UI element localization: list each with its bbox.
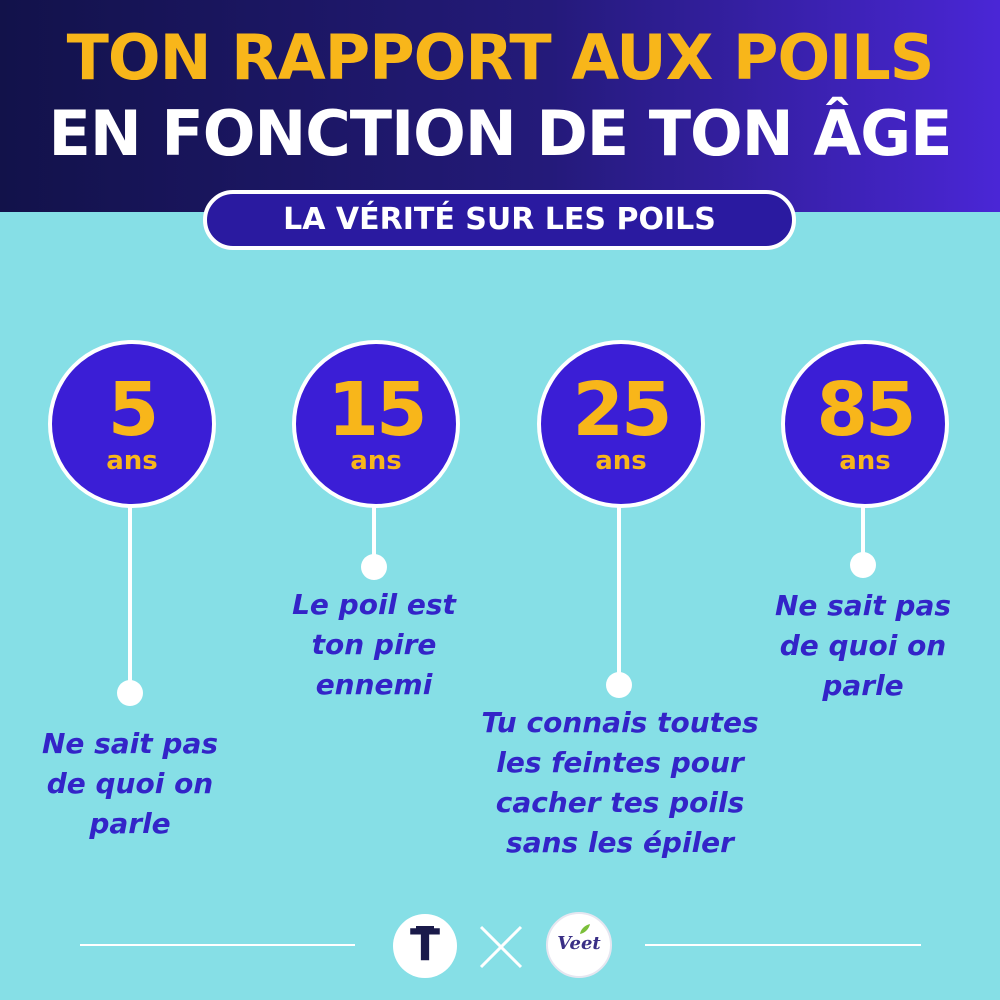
subtitle-pill: LA VÉRITÉ SUR LES POILS bbox=[203, 190, 796, 250]
footer-divider-right bbox=[645, 944, 921, 946]
age-number: 25 bbox=[572, 367, 673, 453]
connector-line bbox=[128, 504, 132, 694]
title-line-1: TON RAPPORT AUX POILS bbox=[66, 21, 935, 94]
leaf-icon bbox=[580, 924, 590, 934]
age-unit: ans bbox=[839, 446, 891, 476]
age-circle-15: 15 ans bbox=[292, 340, 460, 508]
age-caption: Le poil est ton pire ennemi bbox=[292, 588, 456, 701]
title-line-2: EN FONCTION DE TON ÂGE bbox=[48, 97, 953, 170]
age-circle-5: 5 ans bbox=[48, 340, 216, 508]
veet-logo-text: Veet bbox=[557, 933, 601, 954]
age-circle-85: 85 ans bbox=[781, 340, 949, 508]
age-number: 5 bbox=[107, 367, 160, 453]
connector-line bbox=[617, 504, 621, 684]
age-unit: ans bbox=[106, 446, 158, 476]
t-logo-letter: T bbox=[409, 920, 440, 971]
connector-dot bbox=[606, 672, 632, 698]
age-caption: Ne sait pas de quoi on parle bbox=[41, 727, 219, 840]
connector-line bbox=[861, 504, 865, 566]
age-unit: ans bbox=[595, 446, 647, 476]
age-circle-25: 25 ans bbox=[537, 340, 705, 508]
age-caption: Ne sait pas de quoi on parle bbox=[774, 589, 952, 702]
t-logo-icon: T bbox=[393, 914, 457, 978]
connector-dot bbox=[117, 680, 143, 706]
footer-divider-left bbox=[80, 944, 355, 946]
connector-dot bbox=[850, 552, 876, 578]
t-logo-bar bbox=[416, 926, 434, 930]
age-number: 85 bbox=[816, 367, 917, 453]
age-number: 15 bbox=[327, 367, 428, 453]
header-banner bbox=[0, 0, 1000, 212]
connector-line bbox=[372, 504, 376, 566]
connector-dot bbox=[361, 554, 387, 580]
collaboration-cross-icon bbox=[479, 925, 523, 969]
veet-logo-icon: Veet bbox=[546, 912, 612, 978]
age-caption: Tu connais toutes les feintes pour cache… bbox=[481, 706, 759, 859]
age-unit: ans bbox=[350, 446, 402, 476]
